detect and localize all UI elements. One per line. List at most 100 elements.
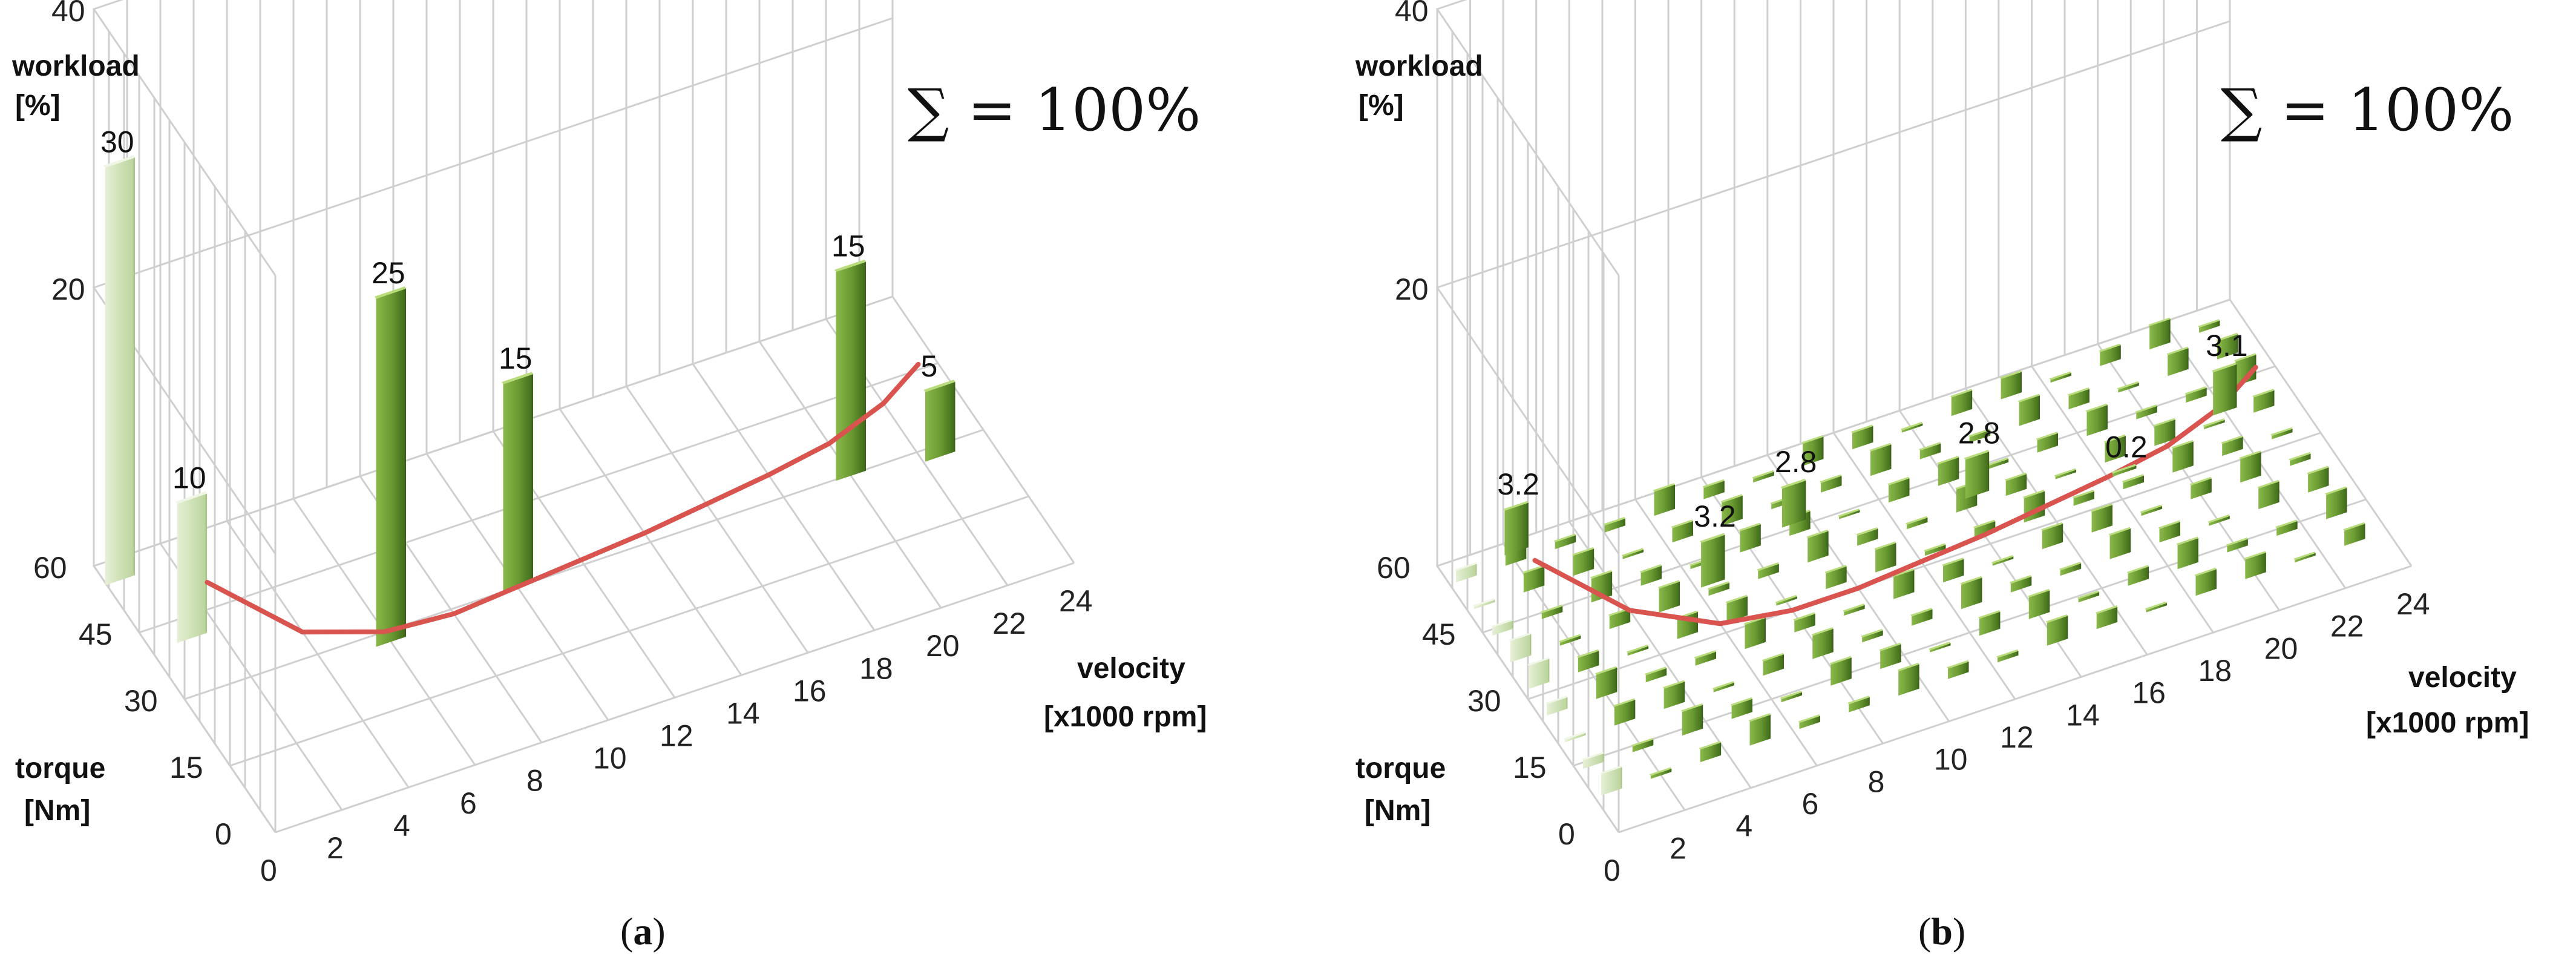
bar-front-face [1573,548,1594,576]
bar-front-face [1753,472,1774,483]
bar-side-face [2197,536,2198,562]
bar-side-face [1778,562,1779,573]
wall-grid-line-z [92,0,277,276]
x-tick-label: 2 [1670,831,1686,865]
x-tick-label: 0 [1604,853,1621,887]
y-tick-label: 30 [124,684,158,718]
bar-front-face [1722,496,1743,526]
floor-grid-line-y [275,562,1075,834]
bar-side-face [2327,465,2329,486]
bar-top-face [2171,440,2194,449]
floor-grid-line-y [229,495,1029,767]
bar-side-face [1988,450,1990,491]
x-tick-label: 18 [2198,654,2232,688]
bar-front-face [1901,423,1923,433]
bar-front-face [2209,516,2230,526]
bar-top-face [2153,418,2175,427]
bar-front-face [2042,524,2063,550]
y-tick-label: 60 [1377,551,1411,585]
bar-top-face [2203,418,2225,427]
bar-side-face [1543,565,1545,586]
bar-top-face [1522,565,1545,574]
bar-side-face [1728,581,1729,589]
bar-top-face [1627,645,1649,654]
bar-front-face [2050,373,2071,383]
panel-a-curve [205,361,921,635]
bar-side-face [133,155,135,576]
x-tick-label: 2 [327,831,344,865]
bar-top-face [2293,551,2316,561]
bar-front-face [1583,753,1604,769]
bar-top-face [2244,551,2266,560]
bar-side-face [1742,494,1743,519]
bar-top-face [1919,442,1941,451]
bar-top-face [2198,319,2220,328]
bar-side-face [1616,666,1617,692]
bar-value-label: 5 [921,349,938,383]
bar-front-face [1456,564,1477,583]
bar-top-face [1650,767,1672,776]
bar-top-face [2036,432,2058,441]
bar-front-face [1682,705,1703,736]
bar-side-face [1872,424,1873,442]
bar-front-face [1627,646,1649,656]
bar-front-face [2276,521,2298,536]
bar-side-face [2125,434,2126,456]
y-tick-label: 0 [215,817,232,851]
bar-value-label: 3.2 [1497,467,1539,501]
bar-top-face [1739,522,1761,531]
bar-side-face [2260,450,2261,476]
bar-front-face [2186,387,2207,403]
bar-side-face [1895,541,1896,566]
bar-side-face [1804,479,1806,520]
bar-side-face [2235,363,2237,408]
bar-side-face [1890,442,1892,469]
bar-front-face [2100,345,2121,366]
bar-front-face [2258,481,2279,510]
bar-top-face [2189,476,2212,486]
x-tick-label: 14 [726,696,760,730]
bar-front-face [1781,692,1802,703]
bar-side-face [1845,565,1847,582]
bar-top-face [1811,627,1834,636]
bar-front-face [1821,476,1842,493]
bar-side-face [1566,696,1568,709]
bar-front-face [105,157,135,586]
bar-top-face [2067,387,2089,396]
bar-top-face [2090,503,2112,512]
bar-front-face [2326,488,2347,519]
bar-side-face [2025,472,2027,489]
bar-front-face [1857,528,1878,546]
bar-top-face [375,286,406,299]
z-tick-label: 40 [51,0,85,28]
bar-top-face [1720,494,1743,503]
bar-front-face [1559,636,1581,646]
bar-side-face [1621,765,1622,789]
bar-front-face [1731,699,1752,719]
bar-front-face [1862,630,1883,643]
panel-a-ylabel-2: [Nm] [24,795,90,827]
bar-top-face [2234,353,2256,362]
bar-value-label: 2.8 [1775,445,1817,479]
bar-top-face [1847,696,1870,705]
bar-front-face [1870,444,1892,476]
bar-front-face [1504,502,1529,556]
bar-side-face [2187,346,2189,369]
bar-value-label: 3.1 [2206,329,2248,363]
bar-top-face [2194,567,2217,576]
bar-front-face [1839,510,1860,519]
bar-front-face [2253,390,2275,413]
bar-top-face [1901,422,1923,431]
bar-side-face [2043,490,2045,516]
bar-value-label: 25 [372,256,405,290]
bar-side-face [2345,486,2347,513]
bar-side-face [1765,616,1766,642]
bar-side-face [2211,476,2212,493]
bar-side-face [2048,588,2050,613]
z-tick-label: 20 [1395,272,1429,306]
bar-top-face [1707,581,1729,590]
bar-side-face [1561,605,1563,613]
bar-side-face [1760,522,1761,546]
bar-side-face [2169,317,2171,343]
